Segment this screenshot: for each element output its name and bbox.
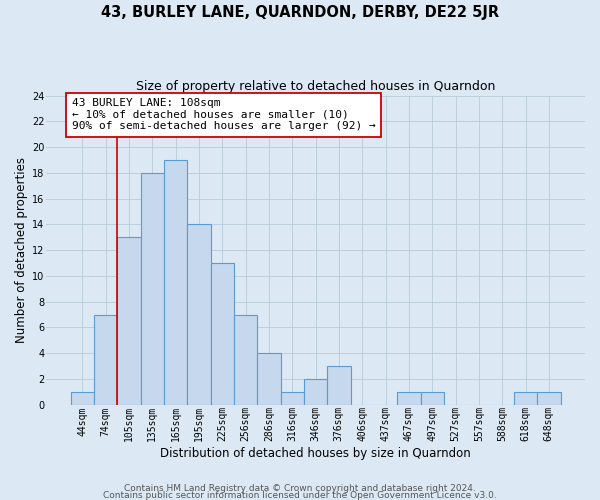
Y-axis label: Number of detached properties: Number of detached properties — [15, 157, 28, 343]
Bar — [71, 392, 94, 405]
Bar — [187, 224, 211, 405]
Bar — [397, 392, 421, 405]
Bar — [281, 392, 304, 405]
Text: Contains public sector information licensed under the Open Government Licence v3: Contains public sector information licen… — [103, 490, 497, 500]
Text: 43, BURLEY LANE, QUARNDON, DERBY, DE22 5JR: 43, BURLEY LANE, QUARNDON, DERBY, DE22 5… — [101, 5, 499, 20]
Text: 43 BURLEY LANE: 108sqm
← 10% of detached houses are smaller (10)
90% of semi-det: 43 BURLEY LANE: 108sqm ← 10% of detached… — [72, 98, 376, 132]
Bar — [211, 263, 234, 405]
Bar — [327, 366, 350, 405]
X-axis label: Distribution of detached houses by size in Quarndon: Distribution of detached houses by size … — [160, 447, 471, 460]
Bar — [537, 392, 560, 405]
Title: Size of property relative to detached houses in Quarndon: Size of property relative to detached ho… — [136, 80, 495, 93]
Bar — [514, 392, 537, 405]
Bar — [164, 160, 187, 405]
Bar — [304, 379, 327, 405]
Bar — [117, 238, 140, 405]
Bar — [140, 173, 164, 405]
Bar — [421, 392, 444, 405]
Bar — [234, 314, 257, 405]
Bar — [94, 314, 117, 405]
Bar — [257, 354, 281, 405]
Text: Contains HM Land Registry data © Crown copyright and database right 2024.: Contains HM Land Registry data © Crown c… — [124, 484, 476, 493]
